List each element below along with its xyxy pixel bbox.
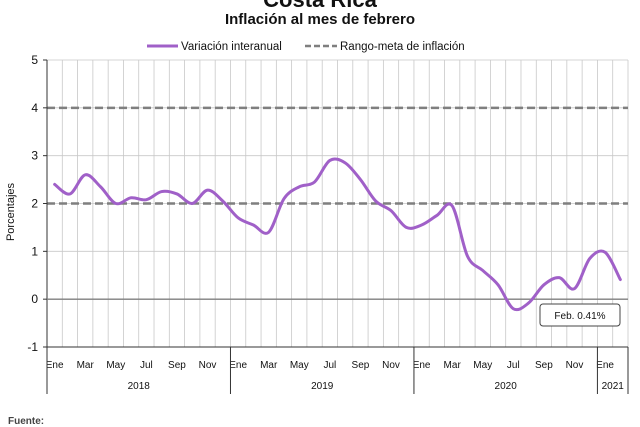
x-tick-label: May	[290, 360, 309, 371]
x-tick-label: Sep	[352, 360, 370, 371]
x-tick-label: Ene	[46, 360, 64, 371]
annotation-box	[539, 303, 621, 327]
y-axis-label: Porcentajes	[5, 182, 17, 241]
x-tick-label: Mar	[260, 360, 278, 371]
y-axis-ticks: -1 0 1 2 3 4 5	[27, 53, 47, 354]
x-tick-label: May	[106, 360, 125, 371]
x-tick-label: Jul	[140, 360, 153, 371]
x-tick-label: Nov	[382, 360, 400, 371]
series-line-interanual	[53, 157, 622, 312]
year-label: 2020	[495, 381, 518, 392]
x-tick-label: May	[473, 360, 492, 371]
y-tick-label: 1	[31, 244, 38, 258]
annotation-callout: Feb. 0.41%	[539, 303, 621, 327]
year-label: 2018	[128, 381, 151, 392]
y-tick-label: 0	[31, 292, 38, 306]
x-axis-ticks: Ene Mar May Jul Sep Nov Ene Mar May Jul Sep Nov Ene M…	[46, 347, 629, 394]
x-tick-label: Sep	[535, 360, 553, 371]
x-tick-label: Sep	[168, 360, 186, 371]
x-tick-label: Jul	[323, 360, 336, 371]
year-label: 2021	[602, 381, 625, 392]
chart-title: Costa Rica	[0, 0, 640, 13]
x-tick-label: Nov	[566, 360, 584, 371]
annotation-text: Feb. 0.41%	[554, 311, 605, 322]
x-tick-label: Nov	[199, 360, 217, 371]
x-tick-label: Mar	[77, 360, 95, 371]
legend-label-rango-meta: Rango-meta de inflación	[340, 41, 465, 53]
y-tick-label: 4	[31, 101, 38, 115]
y-tick-label: 2	[31, 197, 38, 211]
x-tick-label: Jul	[507, 360, 520, 371]
x-tick-label: Ene	[229, 360, 247, 371]
legend-label-interanual: Variación interanual	[181, 41, 282, 53]
source-label: Fuente:	[8, 416, 45, 427]
x-tick-label: Ene	[413, 360, 431, 371]
legend: Variación interanual Rango-meta de infla…	[147, 41, 465, 53]
y-tick-label: 3	[31, 149, 38, 163]
target-range-lines	[47, 106, 628, 205]
chart-subtitle: Inflación al mes de febrero	[224, 11, 416, 28]
x-tick-label: Ene	[596, 360, 614, 371]
y-tick-label: 5	[31, 53, 38, 67]
x-tick-label: Mar	[444, 360, 462, 371]
y-tick-label: -1	[27, 340, 38, 354]
year-label: 2019	[311, 381, 334, 392]
